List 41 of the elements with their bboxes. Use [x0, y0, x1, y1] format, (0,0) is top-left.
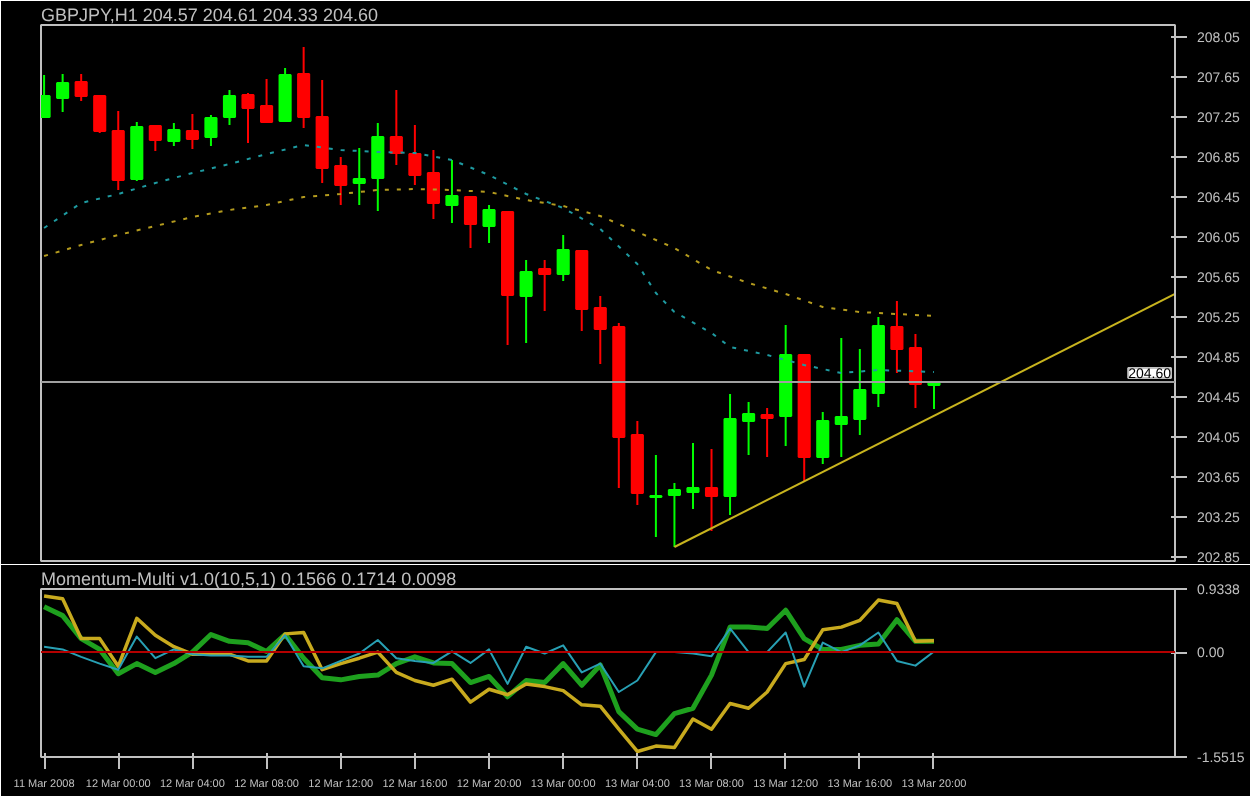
- chart-title: GBPJPY,H1 204.57 204.61 204.33 204.60: [41, 5, 378, 25]
- candlestick: [760, 407, 774, 458]
- candlestick: [334, 156, 348, 206]
- candlestick: [426, 149, 440, 220]
- candlestick: [352, 147, 366, 206]
- candlestick: [556, 234, 570, 282]
- candlestick: [834, 337, 848, 458]
- line-series: [43, 627, 935, 694]
- candlestick: [222, 89, 237, 126]
- chart-title: Momentum-Multi v1.0(10,5,1) 0.1566 0.1714 0.0098: [41, 569, 457, 589]
- candlestick: [93, 94, 107, 134]
- candlestick: [463, 196, 478, 249]
- candlestick: [667, 482, 681, 548]
- candlestick: [167, 122, 181, 147]
- candlestick: [890, 300, 904, 374]
- candlestick: [74, 73, 88, 102]
- candlestick: [204, 114, 218, 147]
- candlestick: [686, 442, 700, 510]
- candlestick: [56, 73, 70, 113]
- candlestick: [908, 333, 923, 409]
- candlestick: [185, 113, 199, 150]
- candlestick: [816, 411, 830, 465]
- candlestick: [389, 89, 403, 166]
- candlestick: [649, 454, 663, 538]
- line-series: [43, 188, 935, 317]
- candlestick: [445, 159, 459, 224]
- candlestick: [297, 46, 311, 129]
- candlestick: [593, 295, 607, 365]
- candlestick: [704, 448, 719, 532]
- candlestick: [278, 67, 292, 122]
- candlestick: [742, 401, 756, 456]
- candlestick: [408, 124, 422, 186]
- line-series: [42, 594, 936, 754]
- candlestick: [853, 348, 867, 436]
- candlestick: [260, 78, 274, 124]
- candlestick: [148, 125, 162, 152]
- candlestick: [371, 122, 385, 212]
- candlestick: [241, 92, 255, 144]
- candlestick: [538, 259, 552, 312]
- candlestick: [519, 259, 533, 344]
- candlestick: [482, 204, 496, 244]
